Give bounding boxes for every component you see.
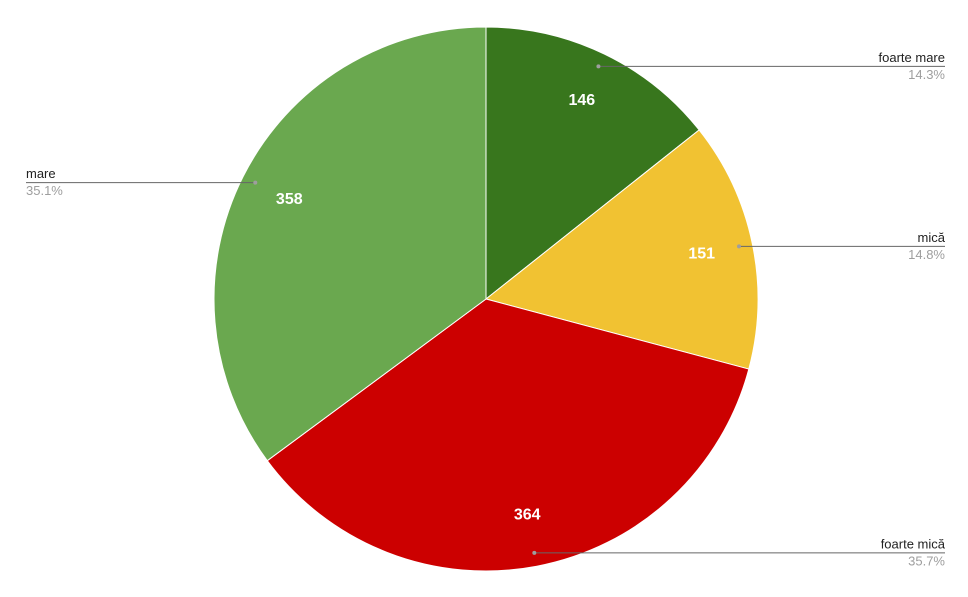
pie-slice (266, 298, 750, 572)
leader-dot (736, 244, 741, 249)
pie-slice (213, 26, 487, 462)
pie-slice (484, 129, 759, 370)
pie-slice (485, 26, 700, 301)
value-label: 146 (569, 92, 596, 109)
percentage-label: 14.8% (908, 247, 945, 262)
percentage-label: 14.3% (908, 67, 945, 82)
legend-label: mică (918, 230, 946, 245)
legend-label: mare (26, 166, 56, 181)
legend-label: foarte mare (879, 50, 945, 65)
leader-dot (532, 550, 537, 555)
percentage-label: 35.7% (908, 553, 945, 568)
percentage-label: 35.1% (26, 183, 63, 198)
value-label: 151 (688, 245, 715, 262)
value-label: 358 (276, 191, 303, 208)
leader-dot (253, 180, 258, 185)
legend-label: foarte mică (881, 536, 946, 551)
value-label: 364 (514, 507, 541, 524)
leader-dot (596, 64, 601, 69)
